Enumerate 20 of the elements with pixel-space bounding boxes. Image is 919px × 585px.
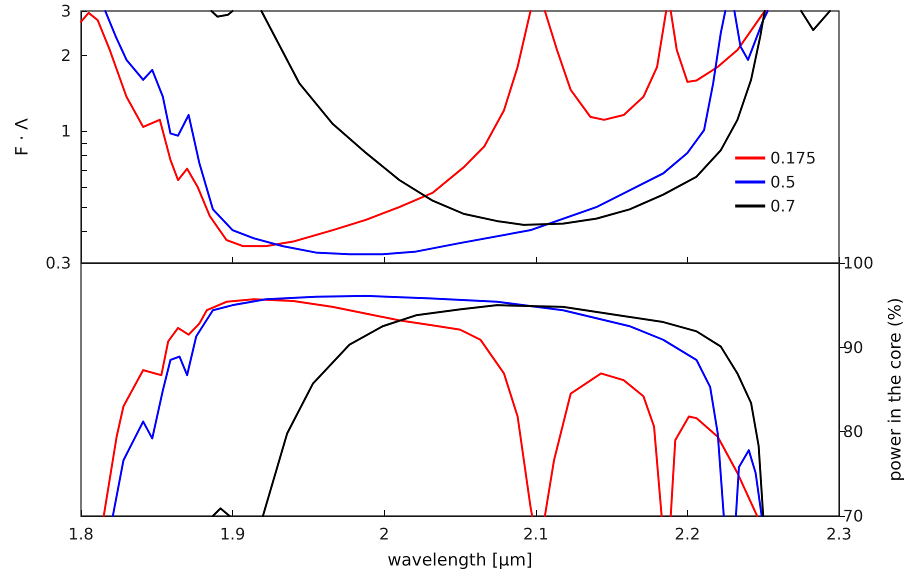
y2-tick-label: 70 bbox=[843, 506, 864, 526]
y2-tick-label: 90 bbox=[843, 338, 864, 357]
y-tick-label: 3 bbox=[60, 2, 71, 20]
x-tick-label: 2.3 bbox=[826, 524, 852, 544]
y-tick-label: 1 bbox=[60, 122, 71, 141]
legend-label: 0.7 bbox=[770, 196, 796, 216]
x-axis-title: wavelength [µm] bbox=[387, 550, 533, 570]
y2-axis-title: power in the core (%) bbox=[886, 298, 906, 482]
x-tick-label: 2.1 bbox=[523, 524, 549, 544]
x-tick-label: 2 bbox=[379, 524, 390, 544]
y-tick-label: 0.3 bbox=[46, 254, 71, 272]
y-tick-label: 2 bbox=[60, 46, 71, 65]
y2-tick-label: 100 bbox=[843, 254, 874, 272]
x-tick-label: 1.9 bbox=[220, 524, 246, 544]
x-tick-label: 1.8 bbox=[68, 524, 94, 544]
legend-label: 0.5 bbox=[770, 172, 796, 192]
legend-label: 0.175 bbox=[770, 148, 816, 168]
y-axis-title: F · Λ bbox=[12, 118, 32, 156]
x-tick-label: 2.2 bbox=[674, 524, 700, 544]
y2-tick-label: 80 bbox=[843, 422, 864, 442]
